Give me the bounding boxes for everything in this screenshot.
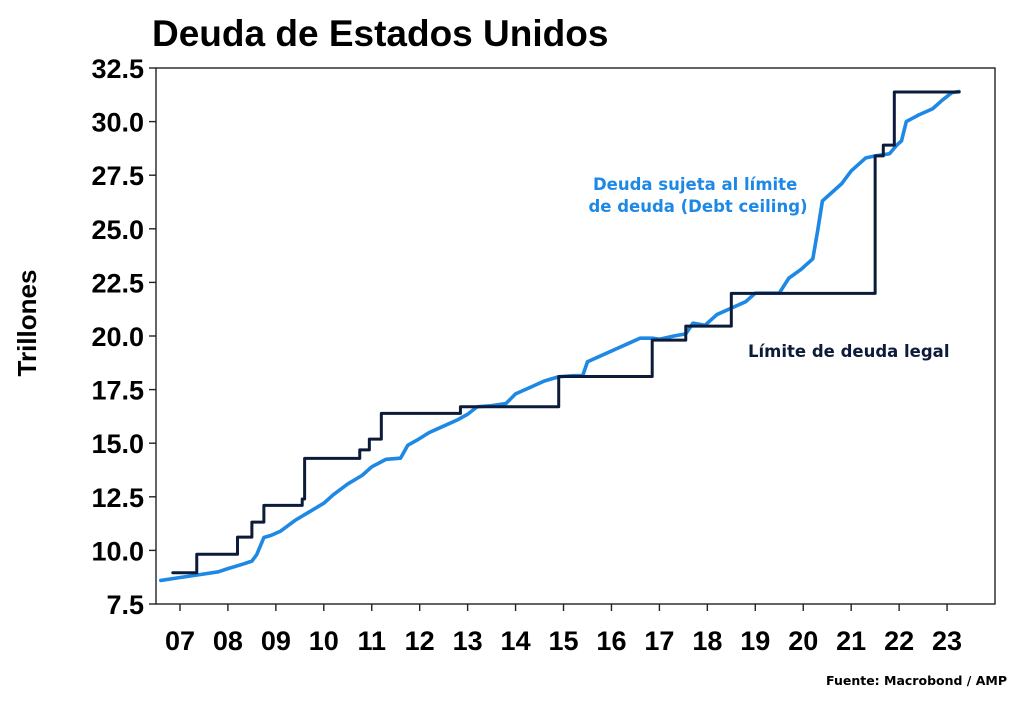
x-axis: 07 08 09 10 11 12 13 14 15 16 17 18 19 20 21 22 23 <box>165 604 962 656</box>
x-tick-label: 09 <box>261 626 291 656</box>
series-layer <box>158 89 961 583</box>
series-label-debt-line-2: de deuda (Debt ceiling) <box>588 197 807 216</box>
x-tick-label: 21 <box>836 626 866 656</box>
x-tick-label: 18 <box>692 626 722 656</box>
x-tick-label: 08 <box>213 626 243 656</box>
y-tick-label: 30.0 <box>91 108 144 138</box>
series-line-legal-limit <box>171 90 961 575</box>
y-tick-label: 22.5 <box>91 268 144 298</box>
x-tick-label: 22 <box>884 626 914 656</box>
x-tick-label: 17 <box>644 626 674 656</box>
y-tick-label: 15.0 <box>91 429 144 459</box>
y-axis-label: Trillones <box>12 270 42 377</box>
y-tick-label: 12.5 <box>91 483 144 513</box>
source-note: Fuente: Macrobond / AMP <box>826 673 1007 688</box>
series-label-legal-limit: Límite de deuda legal <box>748 342 949 361</box>
x-tick-label: 15 <box>548 626 578 656</box>
plot-frame <box>155 67 996 605</box>
x-tick-label: 10 <box>309 626 339 656</box>
x-tick-label: 07 <box>165 626 195 656</box>
chart-title: Deuda de Estados Unidos <box>152 13 608 54</box>
y-tick-label: 27.5 <box>91 161 144 191</box>
series-line-debt <box>158 89 961 583</box>
x-tick-label: 14 <box>501 626 531 656</box>
series-label-debt-line-1: Deuda sujeta al límite <box>593 175 797 194</box>
y-tick-label: 25.0 <box>91 215 144 245</box>
x-tick-label: 23 <box>932 626 962 656</box>
x-tick-label: 20 <box>788 626 818 656</box>
y-tick-label: 20.0 <box>91 322 144 352</box>
y-tick-label: 10.0 <box>91 536 144 566</box>
y-tick-label: 32.5 <box>91 54 144 84</box>
y-tick-label: 7.5 <box>106 590 144 620</box>
x-tick-label: 19 <box>740 626 770 656</box>
y-tick-label: 17.5 <box>91 376 144 406</box>
x-tick-label: 11 <box>357 626 386 656</box>
y-axis: 7.5 10.0 12.5 15.0 17.5 20.0 22.5 25.0 27.5 30.0 3… <box>91 54 156 620</box>
series-label-debt: Deuda sujeta al límite de deuda (Debt ce… <box>588 175 807 216</box>
x-tick-label: 13 <box>453 626 483 656</box>
x-tick-label: 16 <box>596 626 626 656</box>
x-tick-label: 12 <box>405 626 435 656</box>
